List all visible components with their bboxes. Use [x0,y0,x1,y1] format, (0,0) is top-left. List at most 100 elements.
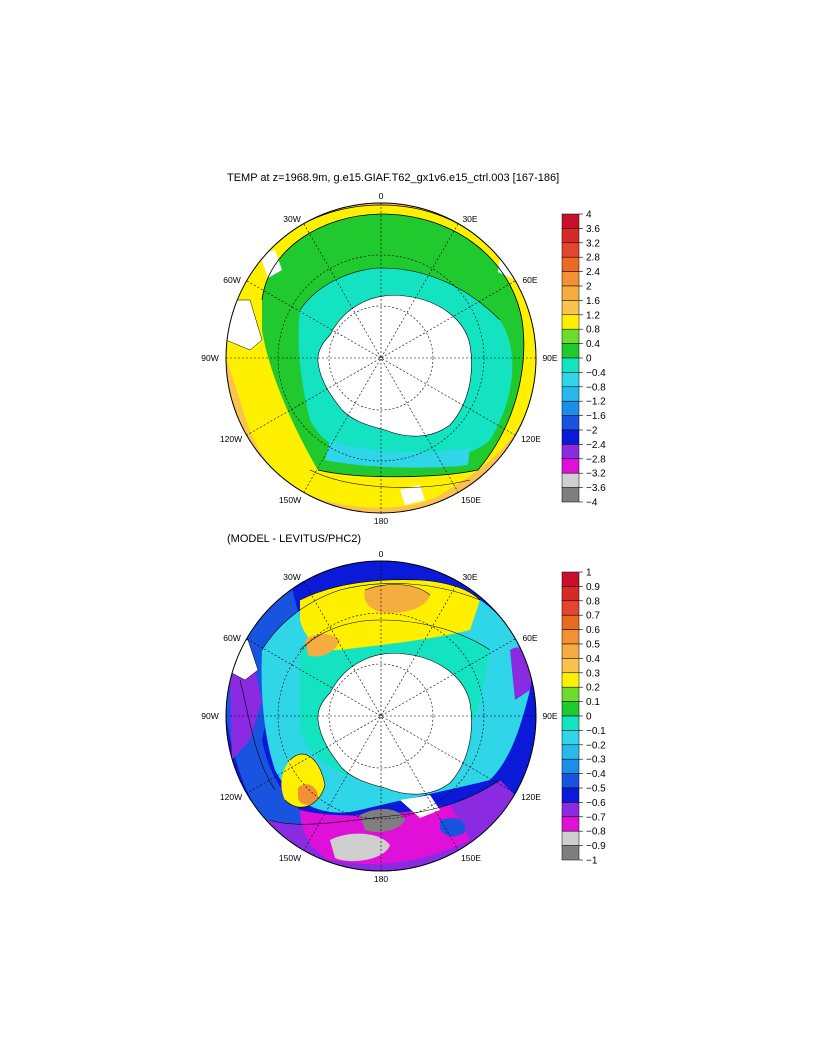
colorbar-swatch [561,487,580,503]
colorbar-swatch [561,300,580,316]
colorbar-label: −2.4 [586,440,606,451]
colorbar-swatch [561,472,580,488]
graticule [226,203,536,513]
colorbar-swatch [561,256,580,272]
colorbar-swatch [561,701,580,717]
lon-label-120e: 120E [521,434,541,444]
colorbar-swatch [561,415,580,431]
lon-label-60w: 60W [223,275,240,285]
colorbar-swatch [561,643,580,659]
colorbar-label: 0 [586,354,592,365]
colorbar-label: −0.4 [586,769,606,780]
colorbar-swatch [561,285,580,301]
colorbar-swatch [561,802,580,818]
colorbar-label: 0.1 [586,697,600,708]
colorbar-label: −0.5 [586,784,606,795]
colorbar-swatch [561,600,580,616]
colorbar-panel-1: 4 3.6 3.2 2.8 2.4 2 1.6 1.2 0.8 0.4 0 −0.4 −0.8 −1.2 −… [561,210,606,509]
colorbar-swatch [561,586,580,602]
colorbar-swatch [561,328,580,344]
lon-label-60w: 60W [223,633,240,643]
colorbar-swatch [561,658,580,674]
lon-label-120e: 120E [521,792,541,802]
colorbar-swatch [561,400,580,416]
lon-label-150w: 150W [279,495,301,505]
colorbar-label: −0.7 [586,812,606,823]
colorbar-label: −2 [586,426,598,437]
lon-label-90w: 90W [201,711,218,721]
colorbar-label: −3.2 [586,469,606,480]
colorbar-label: −0.2 [586,740,606,751]
lon-label-90e: 90E [542,711,557,721]
colorbar-swatch [561,773,580,789]
colorbar-label: 4 [586,210,592,221]
colorbar-label: −0.8 [586,382,606,393]
lon-label-120w: 120W [220,792,242,802]
colorbar-label: −0.9 [586,841,606,852]
colorbar-label: −0.3 [586,755,606,766]
colorbar-label: −3.6 [586,483,606,494]
colorbar-swatch [561,343,580,359]
lon-label-30w: 30W [283,214,300,224]
colorbar-label: 1.6 [586,296,600,307]
colorbar-label: −0.1 [586,726,606,737]
lon-label-0: 0 [379,191,384,201]
lon-label-90e: 90E [542,353,557,363]
colorbar-swatch [561,758,580,774]
colorbar-label: 3.2 [586,238,600,249]
colorbar-swatch [561,686,580,702]
colorbar-label: 0.7 [586,611,600,622]
colorbar-label: 0.2 [586,683,600,694]
colorbar-swatch [561,314,580,330]
colorbar-label: 0.9 [586,582,600,593]
lon-label-90w: 90W [201,353,218,363]
colorbar-label: 0.3 [586,668,600,679]
colorbar-swatch [561,372,580,388]
colorbar-swatch [561,357,580,373]
colorbar-swatch [561,386,580,402]
lon-label-150e: 150E [461,495,481,505]
colorbar-label: 2.4 [586,267,600,278]
lon-label-30w: 30W [283,572,300,582]
lon-label-30e: 30E [462,572,477,582]
colorbar-panel-2: 1 0.9 0.8 0.7 0.6 0.5 0.4 0.3 0.2 0.1 0 −0.1 −0.2 −0.… [561,568,606,867]
colorbar-label: 3.6 [586,224,600,235]
colorbar-label: −0.4 [586,368,606,379]
colorbar-label: 1.2 [586,310,600,321]
colorbar-label: −0.8 [586,827,606,838]
colorbar-label: 1 [586,568,592,579]
colorbar-label: 0.5 [586,640,600,651]
colorbar-swatch [561,614,580,630]
colorbar-swatch [561,629,580,645]
colorbar-label: −1 [586,856,598,867]
lon-label-180: 180 [374,516,388,526]
lon-label-120w: 120W [220,434,242,444]
map-panel-1: 0 30E 60E 90E 120E 150E 180 150W 120W 90… [201,191,558,526]
colorbar-label: −1.2 [586,397,606,408]
colorbar-swatch [561,429,580,445]
lon-label-180: 180 [374,874,388,884]
colorbar-swatch [561,744,580,760]
colorbar-swatch [561,672,580,688]
lon-label-150e: 150E [461,853,481,863]
colorbar-swatch [561,242,580,258]
colorbar-swatch [561,830,580,846]
colorbar-label: 0 [586,712,592,723]
colorbar-swatch [561,213,580,229]
colorbar-swatch [561,444,580,460]
colorbar-swatch [561,271,580,287]
colorbar-label: 0.4 [586,654,600,665]
temperature-field [226,203,536,513]
colorbar-label: 0.8 [586,325,600,336]
panel-1-title: TEMP at z=1968.9m, g.e15.GIAF.T62_gx1v6.… [227,172,560,184]
colorbar-swatch [561,571,580,587]
lon-label-60e: 60E [522,275,537,285]
lon-label-30e: 30E [462,214,477,224]
colorbar-label: −2.8 [586,454,606,465]
map-panel-2: 0 30E 60E 90E 120E 150E 180 150W 120W 90… [201,549,558,884]
lon-label-60e: 60E [522,633,537,643]
colorbar-label: 2.8 [586,253,600,264]
colorbar-label: −4 [586,498,598,509]
colorbar-swatch [561,458,580,474]
colorbar-label: 0.8 [586,596,600,607]
